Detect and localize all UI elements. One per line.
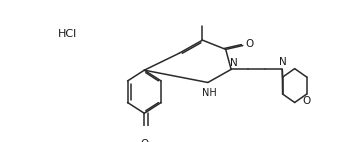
Text: N: N — [230, 58, 238, 68]
Text: HCl: HCl — [58, 29, 78, 39]
Text: O: O — [245, 39, 254, 49]
Text: O: O — [303, 96, 311, 106]
Text: N: N — [279, 58, 287, 67]
Text: O: O — [140, 139, 148, 142]
Text: NH: NH — [202, 87, 217, 98]
